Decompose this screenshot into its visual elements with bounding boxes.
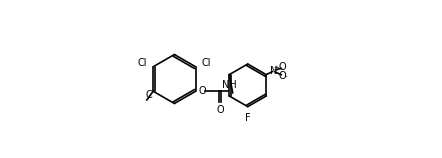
Text: N: N: [271, 67, 278, 76]
Text: O: O: [216, 105, 224, 115]
Text: C: C: [146, 90, 152, 100]
Text: Cl: Cl: [137, 58, 147, 68]
Text: O: O: [279, 62, 286, 72]
Text: F: F: [245, 113, 251, 123]
Text: -: -: [285, 74, 287, 79]
Text: +: +: [273, 65, 279, 71]
Text: O: O: [199, 86, 206, 96]
Text: NH: NH: [222, 80, 237, 90]
Text: Cl: Cl: [202, 58, 211, 68]
Text: O: O: [279, 71, 286, 81]
